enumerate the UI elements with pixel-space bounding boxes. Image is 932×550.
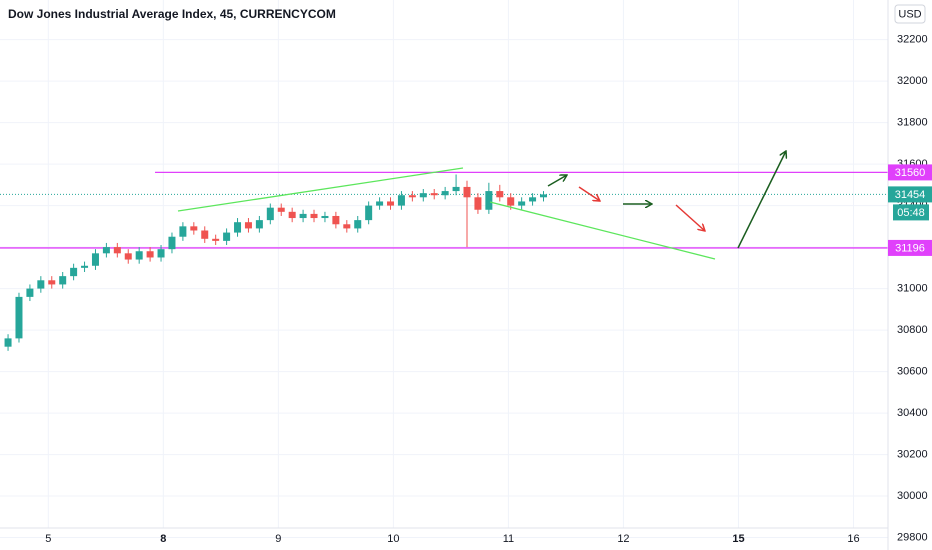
grid bbox=[0, 0, 888, 539]
candle-body bbox=[408, 195, 416, 198]
candle-body bbox=[146, 251, 154, 258]
y-tick-label: 31800 bbox=[897, 117, 928, 129]
candle-body bbox=[157, 249, 165, 258]
candle-body bbox=[485, 191, 493, 210]
candle-body bbox=[113, 247, 121, 254]
candle-body bbox=[168, 236, 176, 250]
currency-button[interactable] bbox=[894, 4, 926, 24]
candle-body bbox=[212, 238, 220, 241]
candle-body bbox=[277, 207, 285, 212]
candle-body bbox=[223, 232, 231, 241]
candle-body bbox=[15, 296, 23, 339]
y-tick-label: 32000 bbox=[897, 75, 928, 87]
x-tick-label: 15 bbox=[732, 533, 744, 545]
candle-body bbox=[321, 215, 329, 219]
x-tick-label: 10 bbox=[387, 533, 399, 545]
countdown-box bbox=[893, 204, 929, 221]
last-price-box bbox=[888, 186, 932, 203]
candle-body bbox=[441, 191, 449, 196]
candle-body bbox=[4, 338, 12, 347]
candle-body bbox=[310, 213, 318, 219]
candle-body bbox=[354, 220, 362, 229]
x-tick-label: 16 bbox=[847, 533, 859, 545]
y-tick-label: 30800 bbox=[897, 324, 928, 336]
candle-body bbox=[124, 253, 132, 260]
x-tick-label: 8 bbox=[160, 533, 166, 545]
levels bbox=[0, 171, 888, 249]
candle-body bbox=[365, 205, 373, 221]
arrow bbox=[547, 175, 567, 187]
countdown-label: 05:48 bbox=[897, 207, 925, 219]
x-tick-label: 9 bbox=[275, 533, 281, 545]
candle-body bbox=[419, 193, 427, 198]
candle-body bbox=[507, 197, 515, 206]
candle-body bbox=[529, 197, 537, 202]
candle-body bbox=[288, 211, 296, 219]
candle-body bbox=[135, 251, 143, 260]
candle-body bbox=[397, 195, 405, 206]
candle-body bbox=[37, 280, 45, 289]
candle-body bbox=[70, 267, 78, 277]
candle-body bbox=[474, 197, 482, 210]
candle-body bbox=[190, 226, 198, 231]
candle-body bbox=[387, 201, 395, 206]
candle-body bbox=[518, 201, 526, 206]
level-price-label: 31196 bbox=[895, 242, 925, 254]
axes: 2980030000302003040030600308003100031200… bbox=[45, 34, 932, 545]
level-price-box bbox=[888, 164, 932, 181]
candle-body bbox=[299, 213, 307, 219]
x-tick-label: 5 bbox=[45, 533, 51, 545]
candle-body bbox=[343, 224, 351, 229]
x-tick-label: 12 bbox=[617, 533, 629, 545]
candle-body bbox=[430, 193, 438, 196]
y-tick-label: 31000 bbox=[897, 282, 928, 294]
arrow bbox=[675, 204, 705, 231]
last-price-label: 31454 bbox=[895, 189, 926, 201]
arrow bbox=[578, 186, 600, 201]
candle-body bbox=[48, 280, 56, 285]
trend-line bbox=[489, 201, 716, 260]
candle-body bbox=[332, 215, 340, 225]
candle-body bbox=[91, 253, 99, 266]
candle-body bbox=[102, 247, 110, 254]
candle-body bbox=[81, 265, 89, 268]
y-tick-label: 30400 bbox=[897, 407, 928, 419]
candle-body bbox=[234, 222, 242, 233]
y-tick-label: 30000 bbox=[897, 490, 928, 502]
candle-body bbox=[59, 276, 67, 285]
level-price-box bbox=[888, 239, 932, 256]
y-tick-label: 32200 bbox=[897, 34, 928, 46]
y-tick-label: 30200 bbox=[897, 448, 928, 460]
currency-label[interactable]: USD bbox=[898, 8, 921, 20]
trend-line bbox=[177, 167, 464, 212]
level-price-label: 31560 bbox=[895, 167, 926, 179]
y-tick-label: 30600 bbox=[897, 365, 928, 377]
candles bbox=[4, 174, 547, 351]
y-tick-label: 29800 bbox=[897, 531, 928, 543]
candle-body bbox=[266, 207, 274, 221]
candle-body bbox=[179, 226, 187, 237]
candle-body bbox=[26, 288, 34, 297]
candle-body bbox=[376, 201, 384, 206]
candle-body bbox=[244, 222, 252, 229]
candle-body bbox=[539, 194, 547, 198]
arrow bbox=[737, 151, 786, 249]
candle-body bbox=[496, 191, 504, 198]
chart-title: Dow Jones Industrial Average Index, 45, … bbox=[8, 7, 336, 21]
candle-body bbox=[201, 230, 209, 239]
candle-body bbox=[463, 186, 471, 198]
drawings bbox=[177, 151, 786, 260]
candle-body bbox=[255, 220, 263, 229]
candle-body bbox=[452, 186, 460, 192]
x-tick-label: 11 bbox=[503, 533, 514, 545]
